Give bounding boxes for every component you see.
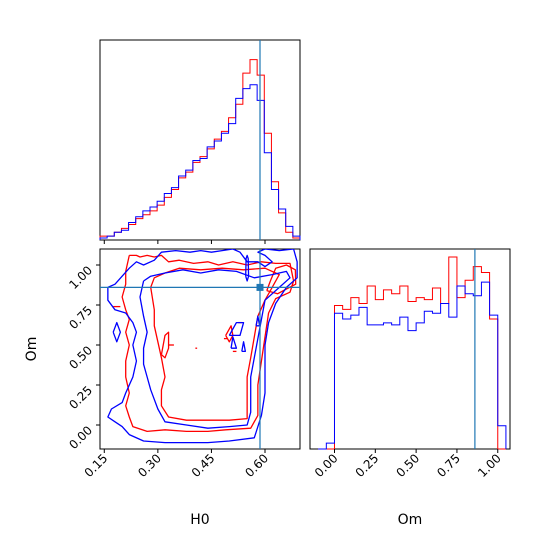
x-tick-label-1: 0.30: [135, 451, 164, 480]
y-tick-label-2: 0.50: [66, 343, 95, 372]
h0-histogram-step-blue: [99, 84, 301, 240]
om-x-tick-label-4: 1.00: [475, 451, 504, 480]
h0-histogram-series: [99, 59, 301, 240]
contour-blue-4: [228, 321, 245, 337]
contour-blue-6: [255, 315, 261, 327]
contour-red-1: [150, 267, 280, 421]
contour-series: [107, 249, 298, 444]
y-tick-label-4: 1.00: [66, 263, 95, 292]
contour-blue-1: [139, 269, 291, 429]
contour-blue-5: [230, 336, 238, 349]
x-axis-label-om: Om: [398, 512, 423, 528]
y-tick-label-1: 0.25: [66, 383, 95, 412]
h0-marginal-histogram: [99, 39, 301, 244]
h0-histogram-ticks: [103, 240, 266, 244]
om-histogram-series: [318, 256, 507, 450]
om-x-tick-label-3: 0.75: [434, 451, 463, 480]
contour-frame: [99, 248, 301, 450]
contour-red-0: [121, 254, 295, 433]
truth-markers: [100, 249, 300, 449]
contour-blue-2: [245, 254, 250, 282]
y-tick-label-0: 0.00: [66, 423, 95, 452]
om-histogram-step-blue: [318, 281, 507, 450]
om-x-tick-label-2: 0.50: [393, 451, 422, 480]
x-tick-label-2: 0.45: [189, 451, 218, 480]
contour-blue-7: [241, 341, 247, 353]
contour-red-2: [266, 264, 297, 295]
om-histogram-frame: [309, 248, 511, 450]
x-tick-label-3: 0.60: [242, 451, 271, 480]
om-x-tick-label-1: 0.25: [353, 451, 382, 480]
contour-red-3: [160, 331, 170, 359]
x-axis-label-h0: H0: [190, 512, 209, 528]
contour-blue-3: [112, 321, 122, 343]
x-tick-label-0: 0.15: [82, 451, 111, 480]
truth-point-marker: [256, 283, 264, 291]
contour-y-ticks: 0.00 0.25 0.50 0.75 1.00: [66, 263, 100, 452]
om-x-tick-label-0: 0.00: [312, 451, 341, 480]
om-histogram-step-red: [318, 256, 506, 450]
contour-red-4: [225, 325, 234, 343]
y-tick-label-3: 0.75: [66, 303, 95, 332]
om-histogram-ticks: 0.00 0.25 0.50 0.75 1.00: [312, 449, 504, 480]
contour-x-ticks: 0.15 0.30 0.45 0.60: [82, 449, 271, 480]
h0-om-contour-panel: 0.15 0.30 0.45 0.60 0.00 0.25 0.50 0.75 1.00 H0…: [24, 248, 301, 528]
h0-histogram-step-red: [99, 59, 301, 240]
contour-blue-0: [107, 249, 298, 444]
y-axis-label-om: Om: [24, 337, 40, 362]
h0-histogram-frame: [99, 39, 301, 241]
om-marginal-histogram: 0.00 0.25 0.50 0.75 1.00 Om: [309, 248, 511, 528]
